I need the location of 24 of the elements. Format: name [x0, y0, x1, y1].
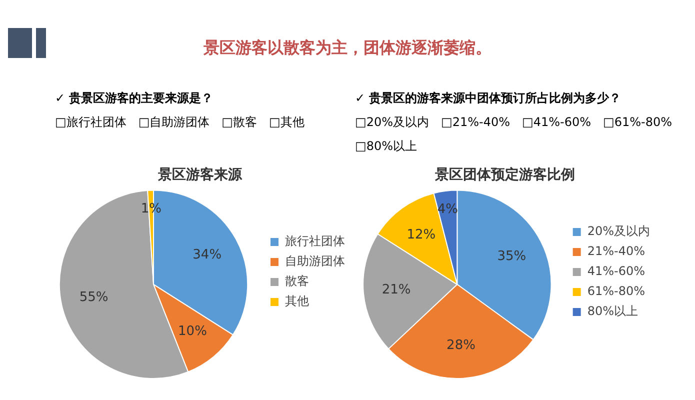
- legend-label: 80%以上: [587, 304, 638, 318]
- data-label: 12%: [406, 227, 436, 242]
- text: 景区游客以散客为主，团体游逐渐萎缩。: [202, 38, 492, 59]
- text: ✓ 贵景区的游客来源中团体预订所占比例为多少？: [355, 90, 622, 107]
- data-label: 34%: [192, 247, 222, 262]
- text: ✓ 贵景区游客的主要来源是？: [55, 91, 214, 105]
- data-label: 1%: [140, 202, 162, 217]
- data-label: 10%: [178, 324, 207, 339]
- data-label: 28%: [446, 338, 476, 353]
- legend-label: 21%-40%: [587, 244, 646, 258]
- legend-label: 20%及以内: [587, 224, 650, 238]
- text: □20%及以内 □21%-40% □41%-60% □61%-80% □80%以上: [355, 114, 674, 155]
- chart-title: 景区游客来源: [157, 166, 243, 184]
- data-label: 21%: [382, 282, 411, 298]
- text: □旅行社团体 □自助游团体 □散客 □其他: [55, 115, 304, 129]
- legend-label: 散客: [285, 274, 309, 288]
- data-label: 55%: [79, 290, 108, 306]
- chart-title: 景区团体预定游客比例: [434, 166, 575, 184]
- legend-label: 旅行社团体: [285, 234, 345, 248]
- data-label: 35%: [497, 249, 526, 264]
- legend-label: 61%-80%: [587, 284, 646, 298]
- legend-label: 其他: [285, 294, 309, 308]
- legend-label: 41%-60%: [587, 264, 646, 278]
- legend-label: 自助游团体: [285, 254, 345, 268]
